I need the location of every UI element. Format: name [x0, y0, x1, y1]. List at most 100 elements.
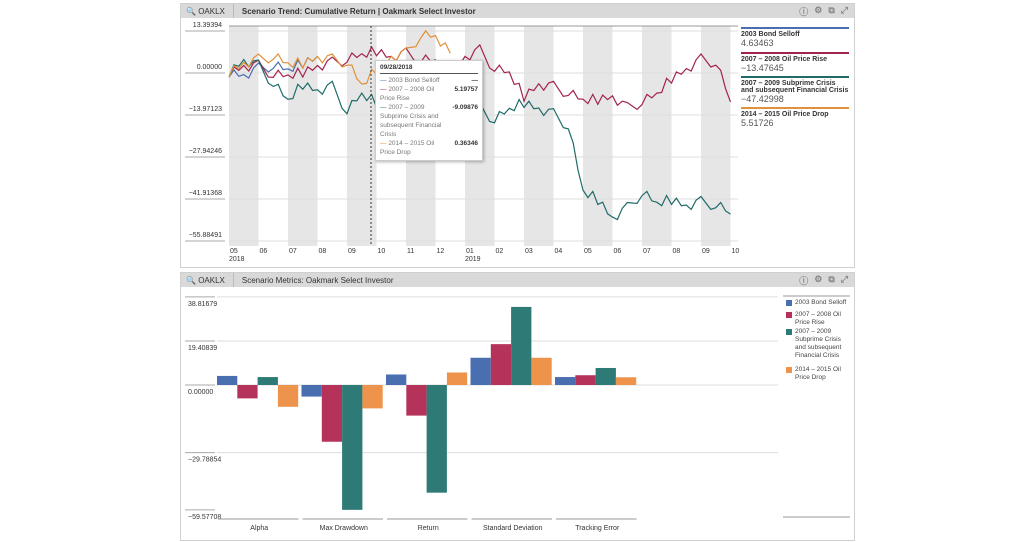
year-label: 2018: [229, 256, 245, 263]
x-tick-label: 09: [348, 248, 356, 255]
bar: [237, 385, 258, 399]
x-tick-label: 05: [230, 248, 238, 255]
category-label: Max Drawdown: [320, 525, 368, 532]
bar: [342, 385, 363, 510]
bar: [277, 385, 299, 407]
tooltip-series: 2014 – 2015 Oil Price Drop: [380, 140, 435, 156]
legend-name: 2007 – 2008 Oil Price Rise: [741, 56, 828, 63]
legend-item[interactable]: 2014 – 2015 Oil Price Drop: [786, 366, 848, 382]
gear-icon[interactable]: ⚙: [814, 4, 823, 15]
y-tick-label: 0.00000: [188, 389, 213, 396]
bar: [575, 375, 596, 385]
tooltip-series: 2003 Bond Selloff: [388, 77, 440, 84]
tooltip-date: 09/28/2018: [380, 64, 478, 74]
bar: [511, 306, 532, 385]
ticker-label: OAKLX: [198, 6, 225, 16]
ticker-search[interactable]: 🔍 OAKLX: [181, 273, 234, 287]
legend-name: 2014 – 2015 Oil Price Drop: [795, 366, 841, 381]
y-tick-label: 19.40839: [188, 345, 217, 352]
x-tick-label: 09: [702, 248, 710, 255]
legend-name: 2003 Bond Selloff: [795, 299, 847, 306]
legend-item[interactable]: 2007 – 2008 Oil Price Rise: [786, 311, 848, 327]
trend-chart: 13.39394 0.00000 −13.97123 −27.94246 −41.913…: [185, 22, 739, 263]
bar: [301, 385, 322, 397]
legend-name: 2014 – 2015 Oil Price Drop: [741, 111, 829, 118]
bar: [595, 367, 616, 385]
export-icon[interactable]: ⧉: [828, 273, 835, 284]
x-tick-label: 02: [496, 248, 504, 255]
y-tick-label: −55.88491: [189, 232, 222, 239]
bar: [257, 377, 278, 385]
export-icon[interactable]: ⧉: [828, 4, 835, 15]
ticker-search[interactable]: 🔍 OAKLX: [181, 4, 234, 18]
month-band: [583, 26, 613, 246]
legend-item[interactable]: 2014 – 2015 Oil Price Drop 5.51726: [741, 107, 849, 128]
tooltip-value: -9.09876: [452, 104, 478, 111]
x-tick-label: 01: [466, 248, 474, 255]
legend-swatch: [786, 312, 792, 318]
legend-item[interactable]: 2003 Bond Selloff: [786, 299, 848, 307]
metrics-header: 🔍 OAKLX Scenario Metrics: Oakmark Select…: [181, 273, 854, 287]
tooltip-value: 0.36346: [454, 140, 479, 147]
x-tick-label: 12: [437, 248, 445, 255]
tooltip-row: — 2003 Bond Selloff —: [380, 77, 479, 84]
bar: [615, 377, 637, 385]
legend-name: 2007 – 2009 Subprime Crisis and subseque…: [795, 328, 842, 359]
x-tick-label: 07: [643, 248, 651, 255]
month-band: [701, 26, 731, 246]
y-tick-label: −29.78854: [188, 457, 221, 464]
legend-item[interactable]: 2007 – 2009 Subprime Crisis and subseque…: [741, 76, 849, 104]
category-label: Tracking Error: [575, 525, 620, 532]
y-tick-label: 0.00000: [197, 64, 222, 71]
tooltip-row: — 2007 – 2008 Oil Price Rise 5.19757: [380, 86, 479, 102]
bar: [470, 357, 491, 385]
x-tick-label: 08: [319, 248, 327, 255]
bar: [426, 385, 447, 493]
info-icon[interactable]: ⓘ: [799, 6, 809, 17]
y-tick-label: −41.91368: [189, 190, 222, 197]
gear-icon[interactable]: ⚙: [814, 273, 823, 284]
legend-value: 5.51726: [741, 118, 774, 128]
month-band: [642, 26, 672, 246]
expand-icon[interactable]: ⤢: [840, 4, 848, 15]
legend-item[interactable]: 2003 Bond Selloff 4.63463: [741, 27, 849, 48]
tooltip-value: 5.19757: [454, 86, 479, 93]
bar: [490, 344, 512, 385]
tooltip-series: 2007 – 2009 Subprime Crisis and subseque…: [380, 104, 442, 138]
legend-item[interactable]: 2007 – 2009 Subprime Crisis and subseque…: [786, 328, 848, 360]
legend-value: −13.47645: [741, 63, 784, 73]
expand-icon[interactable]: ⤢: [840, 273, 848, 284]
bar: [446, 372, 468, 385]
category-label: Standard Deviation: [483, 525, 543, 532]
x-tick-label: 03: [525, 248, 533, 255]
tooltip: 09/28/2018 — 2003 Bond Selloff — — 2007 – …: [375, 60, 483, 161]
legend-value: −47.42998: [741, 94, 784, 104]
y-tick-label: −27.94246: [189, 148, 222, 155]
x-tick-label: 10: [378, 248, 386, 255]
legend-swatch: [786, 367, 792, 373]
x-tick-label: 06: [260, 248, 268, 255]
legend-item[interactable]: 2007 – 2008 Oil Price Rise −13.47645: [741, 52, 849, 73]
y-tick-label: 13.39394: [193, 22, 222, 29]
legend-value: 4.63463: [741, 38, 774, 48]
panel-title: Scenario Metrics: Oakmark Select Investo…: [241, 275, 394, 285]
legend-swatch: [786, 329, 792, 335]
x-tick-label: 11: [407, 248, 414, 255]
year-label: 2019: [465, 256, 481, 263]
tooltip-series: 2007 – 2008 Oil Price Rise: [380, 86, 435, 102]
legend-name: 2007 – 2009 Subprime Crisis and subseque…: [741, 80, 849, 94]
category-label: Return: [418, 525, 439, 532]
month-band: [288, 26, 318, 246]
legend-name: 2007 – 2008 Oil Price Rise: [795, 311, 841, 326]
series-line: [228, 29, 451, 85]
x-tick-label: 07: [289, 248, 297, 255]
info-icon[interactable]: ⓘ: [799, 275, 809, 286]
bar: [406, 385, 427, 416]
tooltip-value: —: [471, 77, 479, 84]
tooltip-row: — 2014 – 2015 Oil Price Drop 0.36346: [380, 140, 479, 156]
legend-swatch: [786, 300, 792, 306]
category-label: Alpha: [250, 525, 268, 532]
x-tick-label: 06: [614, 248, 622, 255]
bar: [531, 357, 552, 385]
